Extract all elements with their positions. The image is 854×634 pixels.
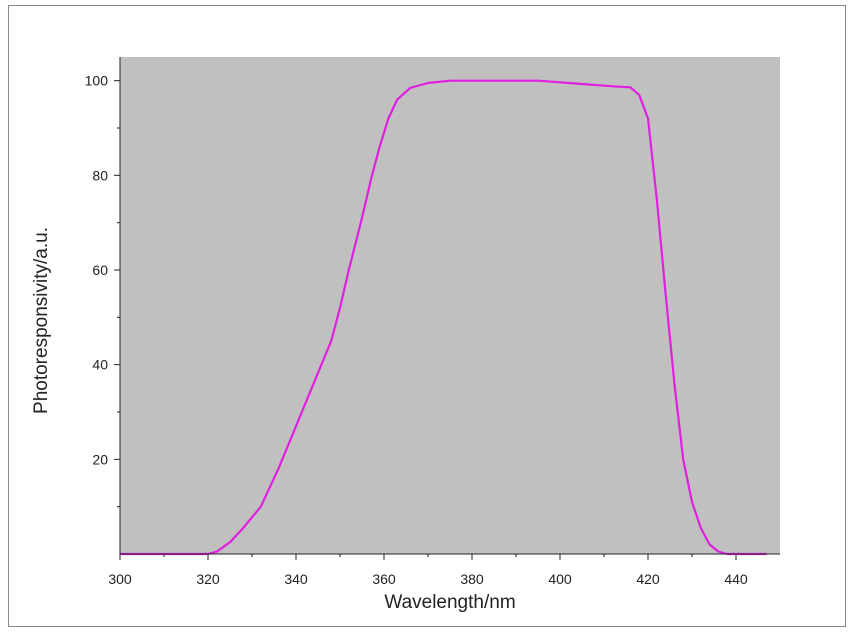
x-tick-label: 440 xyxy=(724,571,748,587)
y-tick-label: 20 xyxy=(92,451,108,467)
y-tick-label: 60 xyxy=(92,262,108,278)
x-tick-label: 360 xyxy=(372,571,396,587)
x-tick-label: 340 xyxy=(284,571,308,587)
x-tick-label: 380 xyxy=(460,571,484,587)
y-axis-title: Photoresponsivity/a.u. xyxy=(31,227,52,414)
y-tick-label: 100 xyxy=(85,73,109,89)
plot-area xyxy=(120,57,780,554)
y-tick-label: 80 xyxy=(92,167,108,183)
x-tick-label: 420 xyxy=(636,571,660,587)
y-axis: 20 40 60 80 100 xyxy=(85,73,120,508)
series-line xyxy=(120,79,767,556)
x-tick-label: 320 xyxy=(196,571,220,587)
x-tick-label: 400 xyxy=(548,571,572,587)
y-tick-label: 40 xyxy=(92,357,108,373)
x-tick-label: 300 xyxy=(108,571,132,587)
x-axis: 300 320 340 360 380 400 420 440 xyxy=(108,554,748,587)
x-axis-title: Wavelength/nm xyxy=(384,592,515,613)
